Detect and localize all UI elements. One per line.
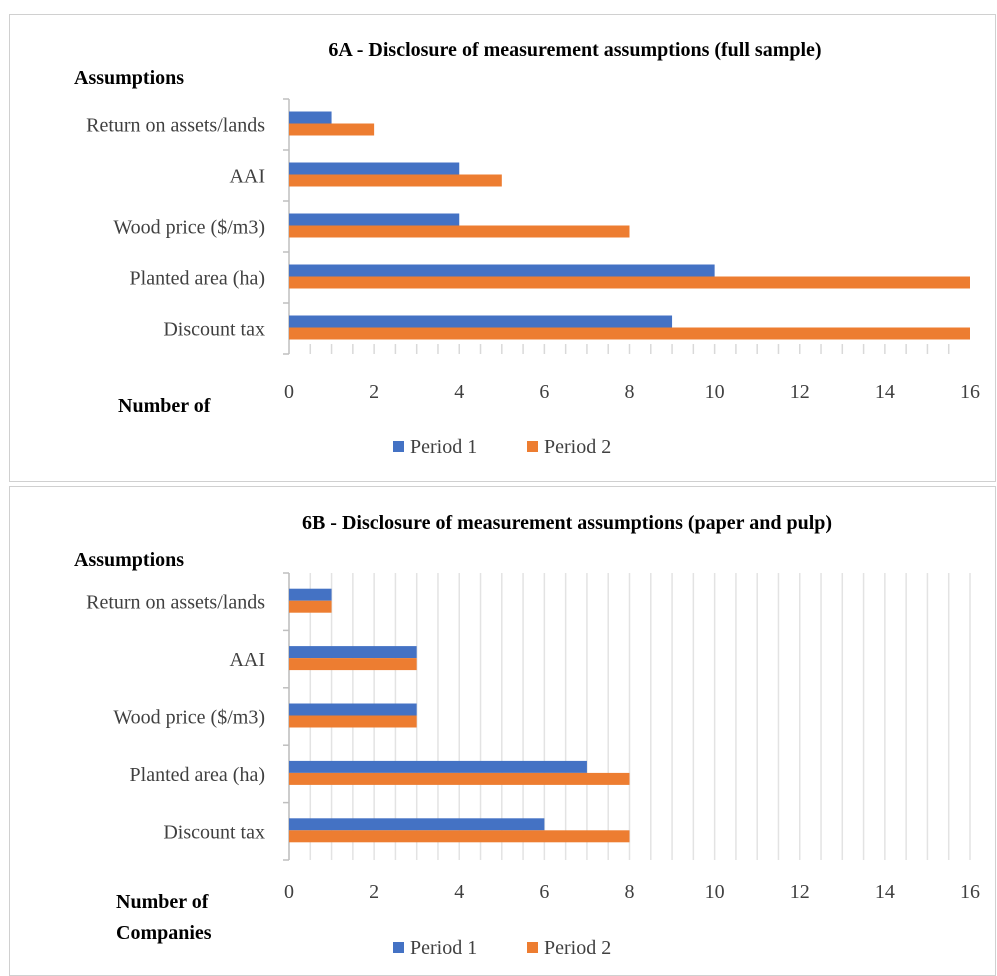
bar-period2 <box>289 600 332 613</box>
y-axis-label: Assumptions <box>74 549 184 571</box>
bar-period1 <box>289 162 460 175</box>
legend-label: Period 2 <box>544 937 611 959</box>
category-label: Discount tax <box>163 319 265 341</box>
x-tick-label: 2 <box>369 881 379 903</box>
x-tick-label: 12 <box>790 881 810 903</box>
bar-period2 <box>289 225 630 238</box>
x-tick-label: 8 <box>625 881 635 903</box>
bar-period1 <box>289 315 673 328</box>
category-label: Wood price ($/m3) <box>113 217 265 239</box>
bar-period2 <box>289 830 630 843</box>
x-tick-label: 6 <box>539 381 549 403</box>
bar-period1 <box>289 646 417 659</box>
legend-label: Period 1 <box>410 937 477 959</box>
x-tick-label: 10 <box>705 381 725 403</box>
x-tick-label: 0 <box>284 881 294 903</box>
legend-swatch <box>393 441 404 452</box>
legend-label: Period 2 <box>544 436 611 458</box>
legend-label: Period 1 <box>410 436 477 458</box>
bar-period1 <box>289 760 587 773</box>
category-label: Wood price ($/m3) <box>113 707 265 729</box>
x-axis-label-line1: Number of <box>116 891 209 913</box>
x-axis-label: Number of <box>118 395 211 417</box>
bar-period1 <box>289 818 545 831</box>
x-tick-label: 10 <box>705 881 725 903</box>
bar-period2 <box>289 327 970 340</box>
legend-swatch <box>393 942 404 953</box>
bar-period2 <box>289 715 417 728</box>
x-tick-label: 6 <box>539 881 549 903</box>
x-tick-label: 0 <box>284 381 294 403</box>
bar-period1 <box>289 213 460 226</box>
x-tick-label: 14 <box>875 381 895 403</box>
category-label: Planted area (ha) <box>130 268 265 290</box>
category-label: AAI <box>229 166 265 188</box>
y-axis-label: Assumptions <box>74 67 184 89</box>
x-tick-label: 8 <box>625 381 635 403</box>
category-label: Return on assets/lands <box>86 592 265 614</box>
bar-period1 <box>289 264 715 277</box>
category-label: Return on assets/lands <box>86 115 265 137</box>
x-tick-label: 16 <box>960 381 980 403</box>
category-label: AAI <box>229 649 265 671</box>
x-tick-label: 4 <box>454 881 464 903</box>
chart-title: 6B - Disclosure of measurement assumptio… <box>302 512 832 534</box>
legend-swatch <box>527 441 538 452</box>
bar-period1 <box>289 588 332 601</box>
x-axis-label-line2: Companies <box>116 922 212 944</box>
x-tick-label: 14 <box>875 881 895 903</box>
bar-period2 <box>289 174 502 187</box>
legend-swatch <box>527 942 538 953</box>
bar-period2 <box>289 276 970 289</box>
chart-panel-6a <box>9 14 996 482</box>
x-tick-label: 16 <box>960 881 980 903</box>
bar-period2 <box>289 658 417 671</box>
x-tick-label: 4 <box>454 381 464 403</box>
bar-period1 <box>289 703 417 716</box>
bar-period2 <box>289 772 630 785</box>
bar-period1 <box>289 111 332 124</box>
bar-period2 <box>289 123 375 136</box>
chart-title: 6A - Disclosure of measurement assumptio… <box>328 39 821 61</box>
category-label: Discount tax <box>163 821 265 843</box>
x-tick-label: 12 <box>790 381 810 403</box>
category-label: Planted area (ha) <box>130 764 265 786</box>
x-tick-label: 2 <box>369 381 379 403</box>
